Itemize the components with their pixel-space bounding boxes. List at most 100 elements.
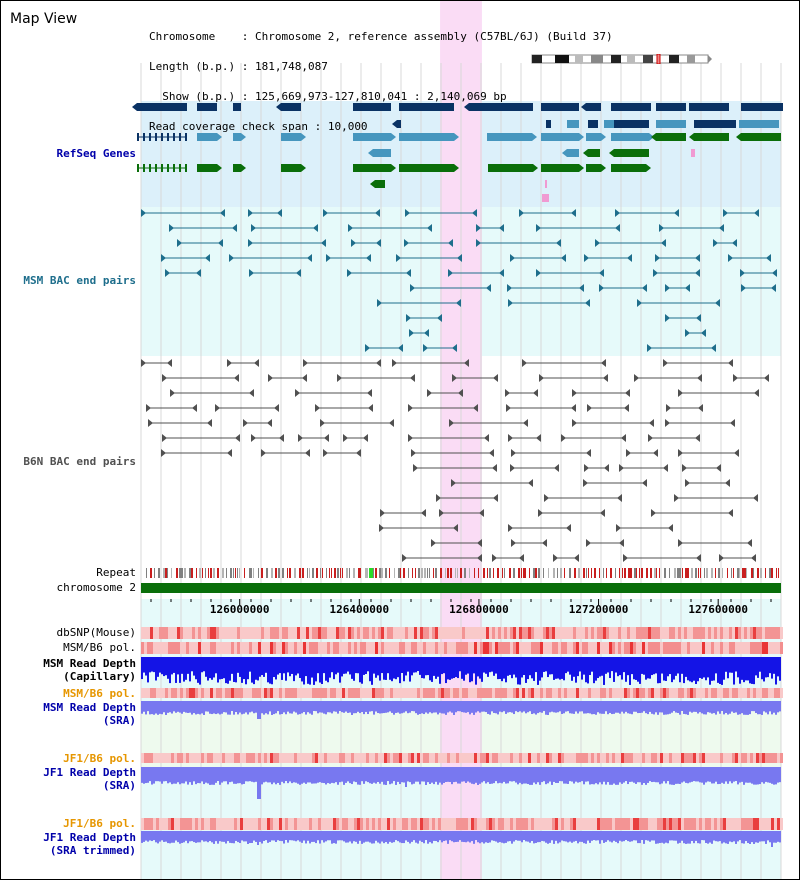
depth-bar <box>767 767 769 783</box>
depth-bar <box>289 831 291 841</box>
heat-cell <box>543 753 546 763</box>
depth-bar <box>455 657 457 678</box>
repeat-element <box>474 568 475 578</box>
heat-cell <box>549 818 552 830</box>
track-label-msm-read-depth-sra[interactable]: MSM Read Depth (SRA) <box>1 701 136 727</box>
bac-end <box>553 554 558 562</box>
heat-cell <box>768 818 771 830</box>
heat-cell <box>534 627 537 639</box>
depth-bar <box>379 657 381 681</box>
heat-cell <box>405 688 408 698</box>
depth-bar <box>625 831 627 841</box>
repeat-element <box>509 568 511 578</box>
track-label-dbsnp[interactable]: dbSNP(Mouse) <box>56 626 136 639</box>
depth-bar <box>629 831 631 842</box>
track-label-msm-read-depth-capillary[interactable]: MSM Read Depth (Capillary) <box>1 657 136 683</box>
depth-bar <box>689 767 691 783</box>
track-label-jf1-b6-pol[interactable]: JF1/B6 pol. <box>63 752 136 765</box>
repeat-element <box>258 568 259 578</box>
depth-bar <box>151 657 153 672</box>
heat-cell <box>249 753 252 763</box>
gene-arrow <box>276 103 281 111</box>
depth-bar <box>699 767 701 783</box>
depth-bar <box>233 701 235 715</box>
heat-cell <box>549 688 552 698</box>
heat-cell <box>390 688 393 698</box>
heat-cell <box>204 688 207 698</box>
bac-end-pair <box>616 524 673 532</box>
depth-bar <box>497 767 499 784</box>
heat-cell <box>423 688 426 698</box>
track-label-msm-bac-end-pairs[interactable]: MSM BAC end pairs <box>23 274 136 287</box>
depth-bar <box>755 831 757 843</box>
heat-cell <box>177 642 180 654</box>
depth-bar <box>543 701 545 712</box>
gene-exon <box>541 103 579 111</box>
depth-bar <box>615 701 617 713</box>
heat-cell <box>318 627 321 639</box>
track-label-b6n-bac-end-pairs[interactable]: B6N BAC end pairs <box>23 455 136 468</box>
bac-end <box>337 374 342 382</box>
heat-cell <box>156 627 159 639</box>
heat-cell <box>564 688 567 698</box>
track-label-repeat[interactable]: Repeat <box>96 566 136 579</box>
depth-bar <box>503 831 505 844</box>
bac-end-pair <box>626 449 658 457</box>
heat-cell <box>453 818 456 830</box>
track-label-jf1-read-depth-trimmed[interactable]: JF1 Read Depth (SRA trimmed) <box>1 831 136 857</box>
repeat-element <box>309 568 310 578</box>
depth-bar <box>517 701 519 713</box>
heat-cell <box>369 627 372 639</box>
repeat-element <box>282 568 284 578</box>
depth-bar <box>381 767 383 782</box>
repeat-element <box>394 568 395 578</box>
heat-cell <box>165 642 168 654</box>
depth-bar <box>317 657 319 674</box>
depth-bar <box>253 767 255 783</box>
track-label-msm-b6-pol[interactable]: MSM/B6 pol. <box>63 641 136 654</box>
depth-bar <box>537 831 539 843</box>
heat-cell <box>597 688 600 698</box>
heat-cell <box>675 627 678 639</box>
heat-cell <box>291 818 294 830</box>
depth-bar <box>391 767 393 784</box>
bac-end <box>733 374 738 382</box>
depth-bar <box>291 657 293 674</box>
heat-cell <box>378 818 381 830</box>
track-label-msm-b6-pol-2[interactable]: MSM/B6 pol. <box>63 687 136 700</box>
track-label-jf1-read-depth-sra[interactable]: JF1 Read Depth (SRA) <box>1 766 136 792</box>
bac-end <box>713 239 718 247</box>
heat-cell <box>774 627 777 639</box>
depth-bar <box>505 831 507 843</box>
heat-cell <box>243 818 246 830</box>
depth-bar <box>383 767 385 785</box>
heat-cell <box>381 753 384 763</box>
heat-cell <box>189 753 192 763</box>
track-label-refseq-genes[interactable]: RefSeq Genes <box>56 147 136 160</box>
heat-cell <box>147 627 150 639</box>
heat-cell <box>150 688 153 698</box>
heat-cell <box>696 627 699 639</box>
bac-end <box>248 239 253 247</box>
depth-bar <box>705 657 707 681</box>
heat-cell <box>381 818 384 830</box>
depth-bar <box>709 657 711 685</box>
chromosome-ideogram[interactable] <box>531 54 713 64</box>
heat-cell <box>411 753 414 763</box>
heat-cell <box>606 627 609 639</box>
refseq-gene <box>609 149 649 157</box>
depth-bar <box>241 657 243 683</box>
depth-bar <box>411 767 413 785</box>
depth-bar <box>361 657 363 684</box>
depth-bar <box>651 657 653 676</box>
depth-bar <box>441 657 443 675</box>
refseq-gene <box>353 164 396 172</box>
heat-cell <box>594 818 597 830</box>
depth-bar <box>733 831 735 842</box>
heat-cell <box>591 818 594 830</box>
track-label-jf1-b6-pol-2[interactable]: JF1/B6 pol. <box>63 817 136 830</box>
refseq-gene <box>736 133 781 141</box>
refseq-genes-track <box>132 103 783 202</box>
heat-cell <box>324 688 327 698</box>
